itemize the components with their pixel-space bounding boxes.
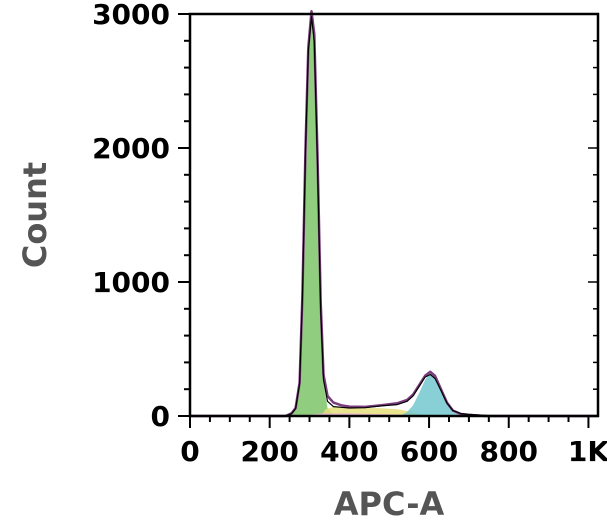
population-area-1: [285, 14, 342, 416]
y-axis-title: Count: [16, 162, 54, 268]
y-tick-label: 1000: [92, 266, 170, 299]
y-tick-label: 3000: [92, 0, 170, 31]
y-tick-label: 0: [151, 400, 170, 433]
y-tick-label: 2000: [92, 132, 170, 165]
x-axis-title: APC-A: [334, 485, 445, 523]
histogram-outline: [190, 16, 598, 417]
plot-area: [190, 10, 598, 418]
x-tick-label: 400: [320, 435, 378, 468]
plot-frame: [188, 12, 600, 418]
x-tick-label: 1K: [568, 435, 607, 468]
population-area-3: [399, 373, 469, 416]
y-axis: 0 1000 2000 3000: [92, 0, 598, 433]
model-fit-line: [190, 10, 598, 418]
x-tick-label: 600: [400, 435, 458, 468]
x-tick-label: 200: [240, 435, 298, 468]
x-tick-label: 0: [180, 435, 199, 468]
x-tick-label: 800: [480, 435, 538, 468]
x-axis: 0 200 400 600 800 1K: [180, 416, 607, 468]
